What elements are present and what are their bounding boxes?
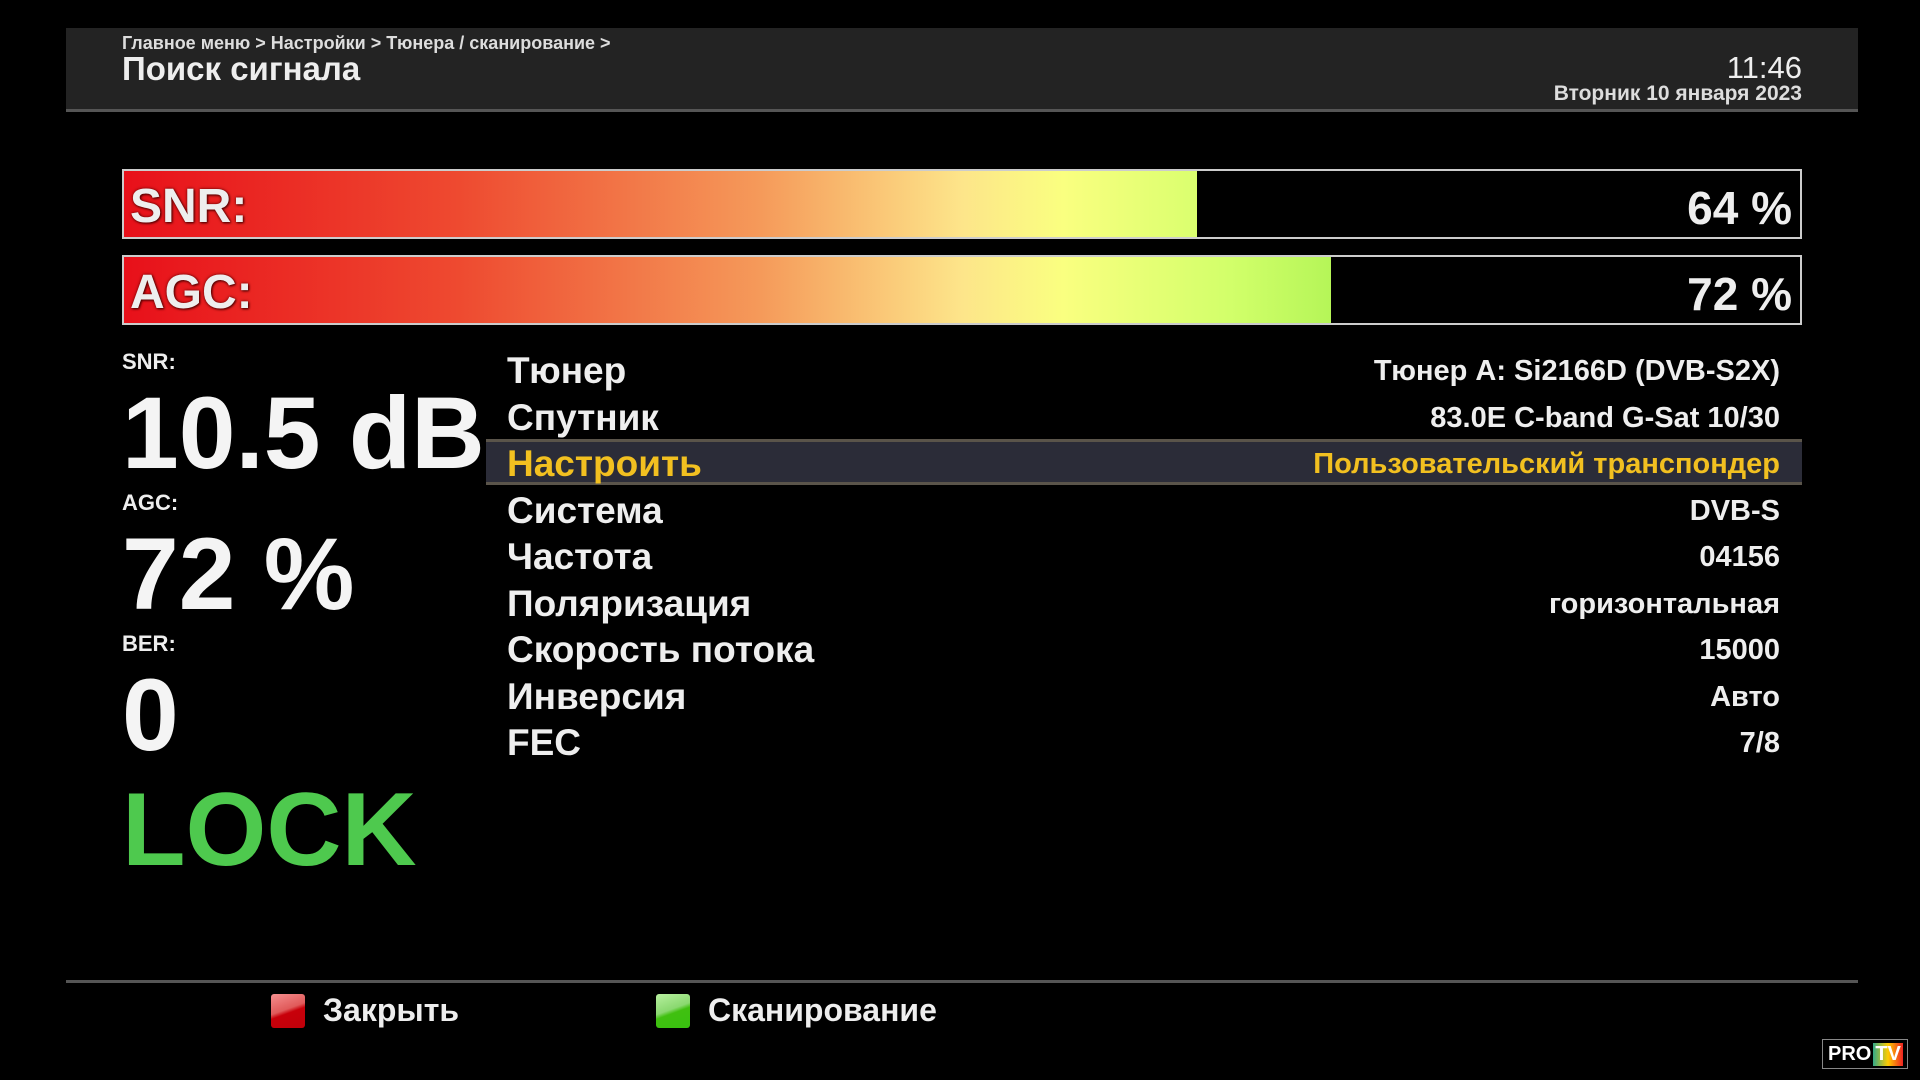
param-label: Система bbox=[507, 489, 663, 531]
ber-label: BER: bbox=[122, 631, 176, 656]
param-value: Тюнер A: Si2166D (DVB-S2X) bbox=[1373, 355, 1780, 387]
param-value: 15000 bbox=[1699, 634, 1780, 666]
clock-time: 11:46 bbox=[1726, 50, 1802, 85]
agc-bar-value: 72 % bbox=[1687, 268, 1792, 320]
param-value: DVB-S bbox=[1689, 494, 1780, 527]
param-row[interactable]: Инверсия Авто bbox=[486, 672, 1802, 718]
red-key-icon bbox=[271, 993, 305, 1028]
param-label: Поляризация bbox=[507, 582, 752, 624]
param-row[interactable]: FEC 7/8 bbox=[486, 718, 1802, 764]
agc-bar: AGC: 72 % bbox=[122, 255, 1802, 325]
param-row[interactable]: Тюнер Тюнер A: Si2166D (DVB-S2X) bbox=[486, 346, 1802, 392]
param-label: Спутник bbox=[507, 396, 659, 438]
snr-bar-label: SNR: bbox=[130, 180, 248, 233]
green-key-icon bbox=[656, 993, 690, 1028]
header-bar: Главное меню > Настройки > Тюнера / скан… bbox=[66, 28, 1858, 112]
close-label: Закрыть bbox=[323, 992, 460, 1028]
agc-bar-fill bbox=[124, 257, 1331, 323]
lock-status: LOCK bbox=[122, 772, 417, 888]
snr-bar-value: 64 % bbox=[1687, 182, 1792, 234]
param-row[interactable]: Скорость потока 15000 bbox=[486, 625, 1802, 671]
param-value: 04156 bbox=[1699, 541, 1780, 573]
param-value: 7/8 bbox=[1739, 727, 1780, 759]
param-label: Тюнер bbox=[507, 350, 627, 391]
param-value: 83.0E C-band G-Sat 10/30 bbox=[1430, 401, 1780, 434]
param-row[interactable]: Система DVB-S bbox=[486, 486, 1802, 532]
agc-value: 72 % bbox=[122, 517, 355, 631]
snr-value: 10.5 dB bbox=[122, 376, 485, 490]
footer-divider bbox=[66, 980, 1858, 983]
scan-label: Сканирование bbox=[708, 992, 937, 1028]
close-button[interactable]: Закрыть bbox=[271, 992, 459, 1029]
ber-value: 0 bbox=[122, 658, 179, 772]
agc-label: AGC: bbox=[122, 490, 179, 515]
agc-bar-label: AGC: bbox=[130, 266, 253, 319]
watermark-logo: PRO TV bbox=[1822, 1039, 1908, 1069]
clock-date: Вторник 10 января 2023 bbox=[1553, 82, 1802, 105]
param-value: Пользовательский транспондер bbox=[1313, 448, 1780, 480]
page-title: Поиск сигнала bbox=[122, 50, 361, 87]
snr-label: SNR: bbox=[122, 349, 176, 374]
param-value: Авто bbox=[1710, 680, 1780, 713]
param-row[interactable]: Настроить Пользовательский транспондер bbox=[486, 439, 1802, 485]
param-label: Частота bbox=[507, 536, 653, 577]
param-row[interactable]: Поляризация горизонтальная bbox=[486, 579, 1802, 625]
snr-bar-fill bbox=[124, 171, 1197, 237]
param-row[interactable]: Спутник 83.0E C-band G-Sat 10/30 bbox=[486, 393, 1802, 439]
param-label: Инверсия bbox=[507, 675, 687, 717]
param-label: Настроить bbox=[507, 443, 702, 484]
breadcrumb: Главное меню > Настройки > Тюнера / скан… bbox=[122, 33, 611, 53]
snr-bar: SNR: 64 % bbox=[122, 169, 1802, 239]
param-value: горизонтальная bbox=[1548, 587, 1780, 620]
scan-button[interactable]: Сканирование bbox=[656, 992, 937, 1029]
param-label: Скорость потока bbox=[507, 629, 815, 670]
param-row[interactable]: Частота 04156 bbox=[486, 532, 1802, 578]
param-label: FEC bbox=[507, 722, 581, 763]
